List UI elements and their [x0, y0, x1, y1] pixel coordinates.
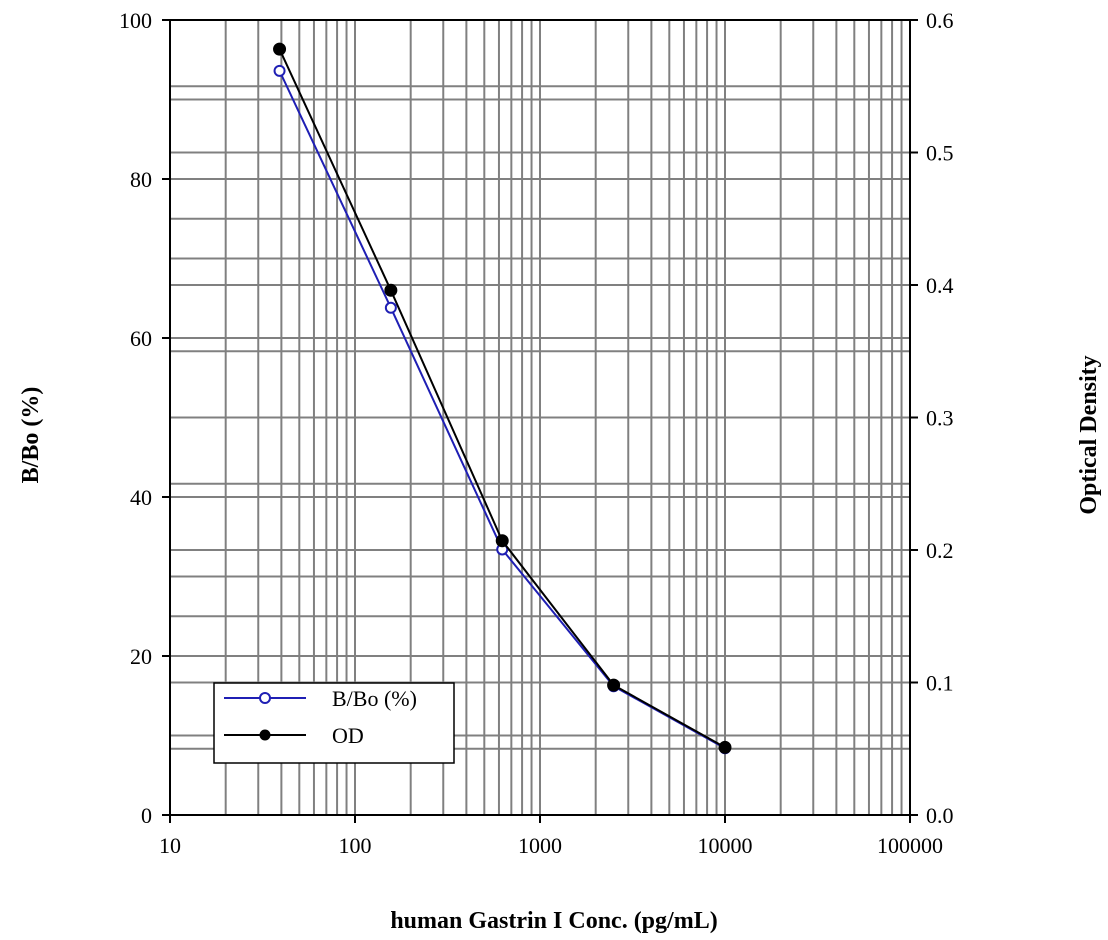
- y-axis-right-title: Optical Density: [1076, 355, 1102, 514]
- x-tick-label: 10: [159, 833, 181, 858]
- y-right-tick-label: 0.1: [926, 671, 954, 696]
- legend-label-bbo: B/Bo (%): [332, 686, 417, 711]
- y-right-tick-label: 0.2: [926, 538, 954, 563]
- y-right-tick-label: 0.5: [926, 141, 954, 166]
- y-axis-left-title: B/Bo (%): [18, 387, 44, 484]
- x-tick-label: 100: [339, 833, 372, 858]
- data-point-od: [273, 42, 287, 56]
- legend-label-od: OD: [332, 723, 364, 748]
- data-point-bbo: [273, 64, 286, 77]
- y-left-tick-label: 100: [119, 8, 152, 33]
- y-left-tick-label: 40: [130, 485, 152, 510]
- x-tick-label: 100000: [877, 833, 943, 858]
- y-left-tick-label: 0: [141, 803, 152, 828]
- y-right-tick-label: 0.4: [926, 273, 954, 298]
- y-right-tick-label: 0.6: [926, 8, 954, 33]
- data-point-od: [718, 740, 732, 754]
- y-left-tick-label: 60: [130, 326, 152, 351]
- data-point-od: [384, 283, 398, 297]
- x-axis-title: human Gastrin I Conc. (pg/mL): [390, 908, 717, 934]
- data-point-bbo: [384, 301, 397, 314]
- x-tick-label: 10000: [698, 833, 753, 858]
- legend-marker-od: [259, 729, 271, 741]
- data-point-od: [495, 534, 509, 548]
- ticks: 10 100 1000 10000 100000 0 20 40 60 80 100 0.0 0.1 0.…: [119, 8, 954, 858]
- y-left-tick-label: 80: [130, 167, 152, 192]
- legend: B/Bo (%) OD: [213, 682, 455, 764]
- legend-box: [213, 682, 455, 764]
- y-left-tick-label: 20: [130, 644, 152, 669]
- data-point-od: [607, 678, 621, 692]
- x-tick-label: 1000: [518, 833, 562, 858]
- y-right-tick-label: 0.3: [926, 406, 954, 431]
- y-right-tick-label: 0.0: [926, 803, 954, 828]
- series-layer: [273, 42, 732, 755]
- legend-marker-bbo: [259, 692, 271, 704]
